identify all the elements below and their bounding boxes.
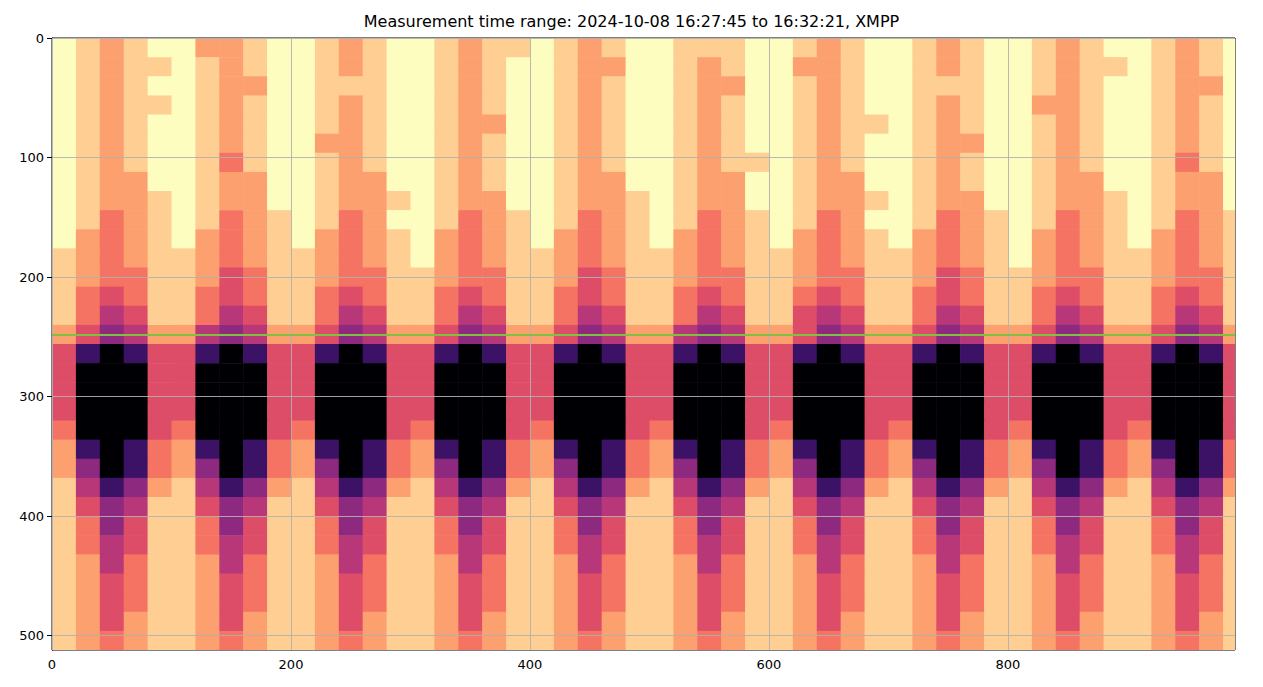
svg-text:400: 400 [518,657,543,672]
svg-text:200: 200 [19,270,44,285]
svg-text:0: 0 [36,31,44,46]
svg-text:200: 200 [279,657,304,672]
svg-text:500: 500 [19,628,44,643]
svg-text:Measurement time range: 2024-1: Measurement time range: 2024-10-08 16:27… [364,12,900,31]
svg-text:0: 0 [48,657,56,672]
svg-text:600: 600 [757,657,782,672]
svg-text:400: 400 [19,509,44,524]
svg-text:800: 800 [996,657,1021,672]
svg-text:300: 300 [19,389,44,404]
svg-text:100: 100 [19,150,44,165]
